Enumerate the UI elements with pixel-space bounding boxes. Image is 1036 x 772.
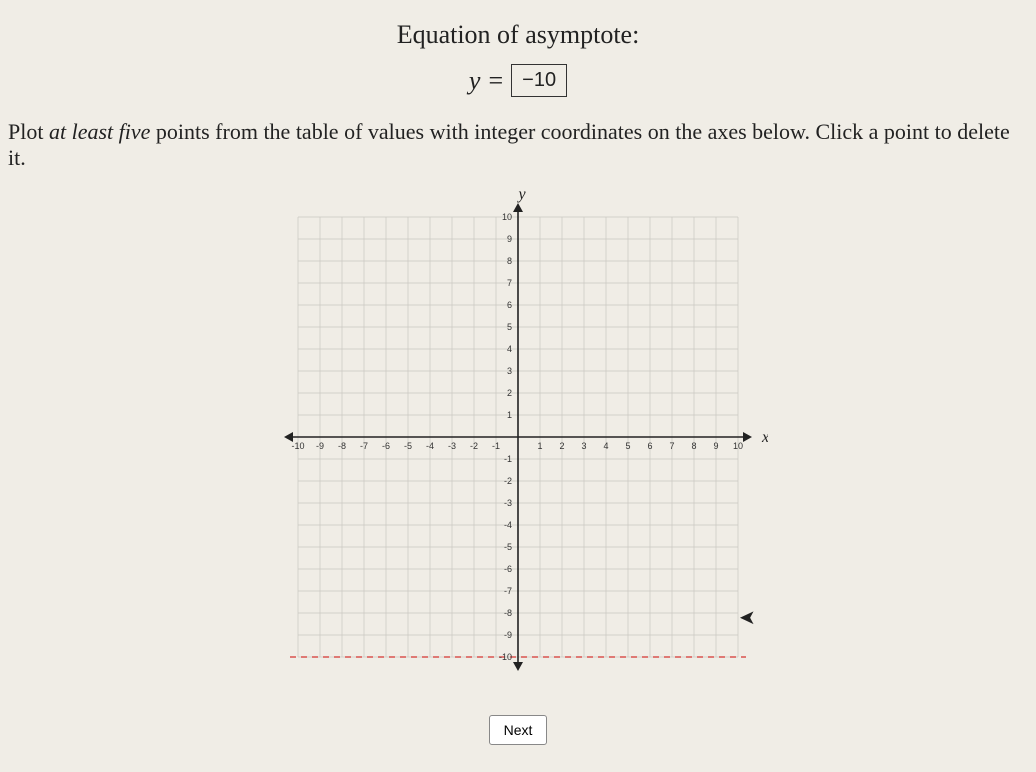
x-tick-label: 1 <box>537 441 542 451</box>
y-tick-label: -4 <box>504 520 512 530</box>
instruction-italic: at least five <box>49 119 150 144</box>
x-tick-label: 6 <box>647 441 652 451</box>
x-tick-label: -6 <box>382 441 390 451</box>
equation-variable: y <box>469 66 481 96</box>
x-tick-label: -5 <box>404 441 412 451</box>
instruction-text: Plot at least five points from the table… <box>0 97 1036 171</box>
y-tick-label: 8 <box>507 256 512 266</box>
x-tick-label: 8 <box>691 441 696 451</box>
axis-arrow <box>743 432 752 442</box>
graph-container[interactable]: -10 -9 -8 -7 -6 -5 -4 -3 -2 -1 1 2 3 4 5 6 7 8 9 10 -10 -9 -8 -… <box>268 177 768 707</box>
x-tick-label: -3 <box>448 441 456 451</box>
equation-row: y = −10 <box>0 64 1036 97</box>
x-tick-label: 4 <box>603 441 608 451</box>
y-tick-label: 1 <box>507 410 512 420</box>
x-tick-label: 2 <box>559 441 564 451</box>
y-tick-label: 9 <box>507 234 512 244</box>
x-tick-label: -8 <box>338 441 346 451</box>
cartesian-graph[interactable]: -10 -9 -8 -7 -6 -5 -4 -3 -2 -1 1 2 3 4 5 6 7 8 9 10 -10 -9 -8 -… <box>268 177 768 697</box>
y-tick-label: -3 <box>504 498 512 508</box>
y-axis-label: y <box>516 186 526 203</box>
x-tick-label: 9 <box>713 441 718 451</box>
y-tick-label: -6 <box>504 564 512 574</box>
y-tick-label: 5 <box>507 322 512 332</box>
instruction-prefix: Plot <box>8 119 49 144</box>
x-tick-label: 5 <box>625 441 630 451</box>
y-tick-label: 7 <box>507 278 512 288</box>
y-tick-label: -5 <box>504 542 512 552</box>
y-tick-label: -1 <box>504 454 512 464</box>
x-tick-label: -2 <box>470 441 478 451</box>
y-tick-label: -10 <box>499 652 512 662</box>
x-tick-label: -10 <box>291 441 304 451</box>
x-tick-label: 7 <box>669 441 674 451</box>
axis-arrow <box>513 662 523 671</box>
y-tick-label: -2 <box>504 476 512 486</box>
axis-arrow <box>513 203 523 212</box>
x-tick-label: -9 <box>316 441 324 451</box>
y-tick-label: 3 <box>507 366 512 376</box>
x-tick-label: 3 <box>581 441 586 451</box>
y-tick-label: 2 <box>507 388 512 398</box>
page-title: Equation of asymptote: <box>0 20 1036 50</box>
equals-sign: = <box>488 66 503 96</box>
y-tick-label: 6 <box>507 300 512 310</box>
y-tick-label: -8 <box>504 608 512 618</box>
instruction-suffix: points from the table of values with int… <box>8 119 1010 170</box>
cursor-icon: ➤ <box>739 605 756 630</box>
y-tick-label: -9 <box>504 630 512 640</box>
x-tick-label: -7 <box>360 441 368 451</box>
asymptote-answer-input[interactable]: −10 <box>511 64 567 97</box>
x-tick-label: -1 <box>492 441 500 451</box>
y-tick-label: 10 <box>502 212 512 222</box>
y-tick-label: -7 <box>504 586 512 596</box>
x-tick-label: -4 <box>426 441 434 451</box>
x-axis-label: x <box>761 429 768 446</box>
x-tick-label: 10 <box>733 441 743 451</box>
y-tick-label: 4 <box>507 344 512 354</box>
next-button[interactable]: Next <box>489 715 548 745</box>
